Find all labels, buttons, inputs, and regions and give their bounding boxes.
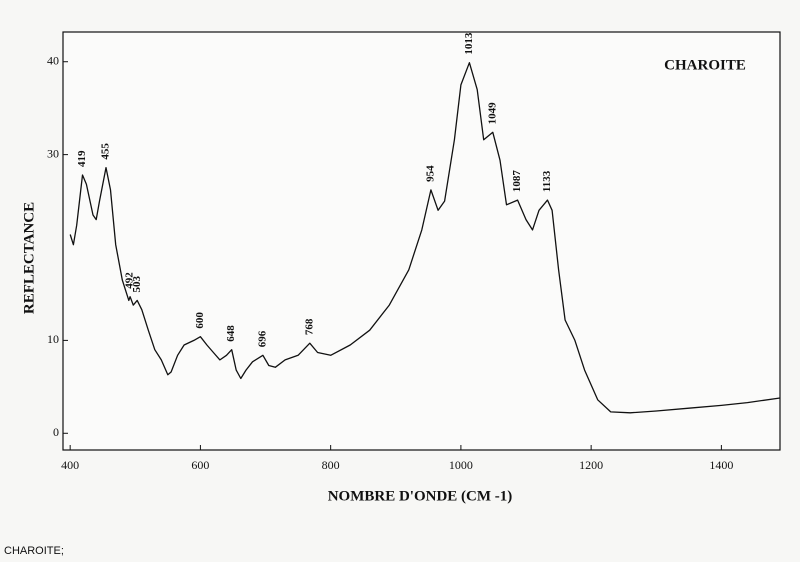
peak-label: 600 [194,312,206,329]
peak-label: 1013 [463,32,475,55]
peak-label: 1087 [511,170,523,193]
peak-label: 696 [256,330,268,347]
peak-label: 503 [131,275,143,292]
peak-label: 768 [303,318,315,335]
x-tick-label: 1200 [579,458,603,472]
peak-label: 492 [124,272,136,289]
peak-label: 419 [76,150,88,167]
x-tick-label: 1400 [709,458,733,472]
peak-label: 954 [424,165,436,182]
y-tick-label: 0 [53,425,59,439]
y-axis-label: REFLECTANCE [21,202,37,314]
y-tick-label: 10 [47,332,59,346]
peak-label: 648 [225,325,237,342]
spectrum-line [69,62,781,414]
x-tick-label: 600 [191,458,209,472]
y-tick-label: 40 [47,53,59,67]
peak-label: 1049 [486,102,498,125]
x-axis-label: NOMBRE D'ONDE (CM -1) [328,488,513,504]
x-tick-label: 800 [322,458,340,472]
y-tick-label: 30 [47,146,59,160]
chart-title: CHAROITE [664,57,746,73]
plot-frame [62,31,781,451]
x-tick-label: 400 [61,458,79,472]
peak-label: 1133 [541,170,553,192]
footer: CHAROITE; [4,545,64,557]
peak-label: 455 [100,143,112,160]
x-tick-label: 1000 [449,458,473,472]
